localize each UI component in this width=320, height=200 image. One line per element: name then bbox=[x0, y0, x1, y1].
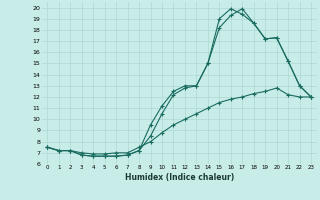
X-axis label: Humidex (Indice chaleur): Humidex (Indice chaleur) bbox=[124, 173, 234, 182]
